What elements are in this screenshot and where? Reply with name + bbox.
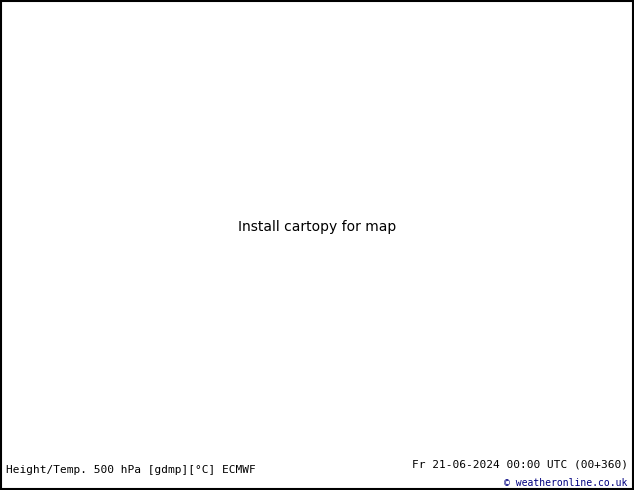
Text: Install cartopy for map: Install cartopy for map [238, 220, 396, 234]
Text: Height/Temp. 500 hPa [gdmp][°C] ECMWF: Height/Temp. 500 hPa [gdmp][°C] ECMWF [6, 465, 256, 475]
Text: © weatheronline.co.uk: © weatheronline.co.uk [504, 478, 628, 488]
Text: Fr 21-06-2024 00:00 UTC (00+360): Fr 21-06-2024 00:00 UTC (00+360) [411, 459, 628, 469]
